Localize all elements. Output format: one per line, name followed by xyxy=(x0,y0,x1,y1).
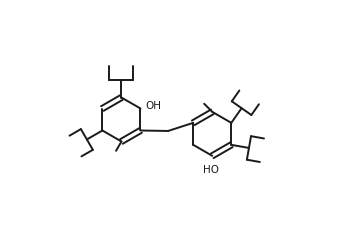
Text: HO: HO xyxy=(203,165,219,175)
Text: OH: OH xyxy=(146,101,162,111)
